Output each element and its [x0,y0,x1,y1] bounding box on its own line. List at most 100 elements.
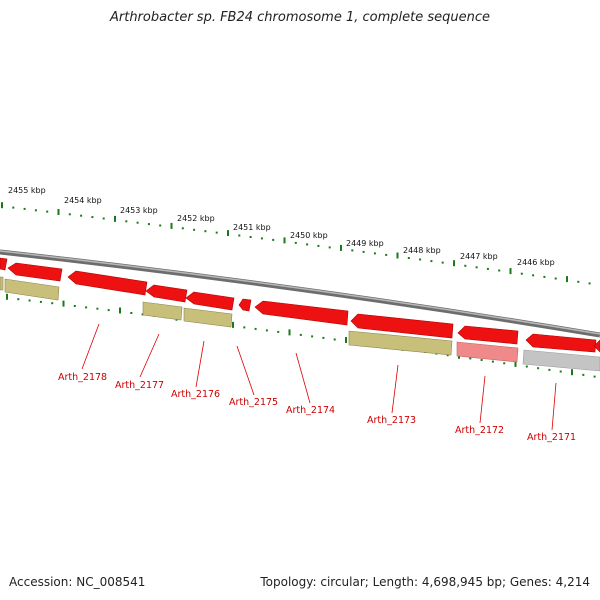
cds-arrow [254,300,349,326]
minor-tick [351,249,354,252]
minor-tick [559,370,562,373]
gene-label: Arth_2178 [58,372,107,383]
minor-tick [28,299,31,302]
cds-arrow [350,313,454,339]
minor-tick [46,210,49,213]
major-tick [283,237,286,244]
minor-tick [12,206,15,209]
minor-tick [238,234,241,237]
minor-tick [537,367,540,370]
minor-tick [96,307,99,310]
minor-tick [373,252,376,255]
kbp-label: 2452 kbp [177,214,215,223]
minor-tick [23,207,26,210]
major-tick [227,230,229,237]
minor-tick [102,217,105,220]
gene-label: Arth_2173 [367,415,416,426]
minor-tick [125,220,128,223]
minor-tick [51,302,54,305]
minor-tick [486,267,489,270]
minor-tick [317,244,320,247]
cds-arrow [7,262,63,282]
minor-tick [136,221,139,224]
leader-line [195,340,205,388]
minor-tick [249,236,252,238]
cds-arrow [525,333,597,353]
minor-tick [480,359,483,361]
major-tick [396,252,399,259]
minor-tick [503,362,506,365]
minor-tick [582,373,585,376]
major-tick [170,222,173,229]
minor-tick [299,333,302,336]
minor-tick [430,260,433,263]
minor-tick [80,214,83,217]
kbp-label: 2446 kbp [517,258,555,267]
minor-tick [322,336,325,339]
gray-feature [522,349,600,372]
cds-arrow [457,325,519,345]
minor-tick [130,312,133,314]
minor-tick [272,238,275,241]
upper-tick-scale [1,202,591,285]
minor-tick [419,258,422,261]
kbp-label: 2450 kbp [290,231,328,240]
minor-tick [520,272,523,275]
minor-tick [362,250,365,253]
minor-tick [34,209,37,212]
leader-line [391,364,399,414]
minor-tick [204,230,207,233]
leader-line [479,375,486,424]
major-tick [509,268,512,275]
major-tick [288,329,291,336]
minor-tick [532,274,535,277]
leader-line [236,345,255,396]
minor-tick [254,327,257,330]
cds-arrow [593,339,600,353]
cds-arrow [145,284,188,303]
minor-tick [385,253,388,256]
cds-arrow [185,291,235,311]
minor-tick [498,269,501,272]
leader-line [295,352,311,404]
minor-tick [107,309,110,312]
gene-label: Arth_2176 [171,389,220,400]
minor-tick [469,357,472,360]
minor-tick [193,228,196,231]
gene-label: Arth_2174 [286,405,335,416]
kbp-label: 2449 kbp [346,239,384,248]
cds-arrow [0,257,8,271]
kbp-label: 2453 kbp [120,206,158,215]
gene-labels: Arth_2178 Arth_2177 Arth_2176 Arth_2175 … [58,372,576,443]
minor-tick [215,231,218,234]
minor-tick [17,298,20,301]
minor-tick [73,305,76,307]
minor-tick [554,277,557,280]
minor-tick [491,360,494,363]
minor-tick [577,280,580,283]
kbp-label: 2451 kbp [233,223,271,232]
leader-line [551,382,557,431]
olive-feature [142,301,183,321]
cds-arrow [238,298,252,312]
accession-label: Accession: NC_008541 [9,575,146,589]
major-tick [6,293,8,300]
major-tick [114,215,116,222]
olive-feature [4,278,60,301]
gene-label: Arth_2175 [229,397,278,408]
minor-tick [260,237,263,240]
olive-feature [348,330,453,356]
minor-tick [311,335,314,338]
minor-tick [441,261,444,264]
minor-tick [593,375,596,378]
map-title: Arthrobacter sp. FB24 chromosome 1, comp… [109,10,491,25]
major-tick [571,369,573,376]
topology-summary: Topology: circular; Length: 4,698,945 bp… [260,575,590,589]
minor-tick [243,326,246,329]
leader-line [81,323,100,370]
kbp-label: 2448 kbp [403,246,441,255]
major-tick [62,300,65,307]
leader-line [139,333,160,378]
minor-tick [265,329,268,332]
